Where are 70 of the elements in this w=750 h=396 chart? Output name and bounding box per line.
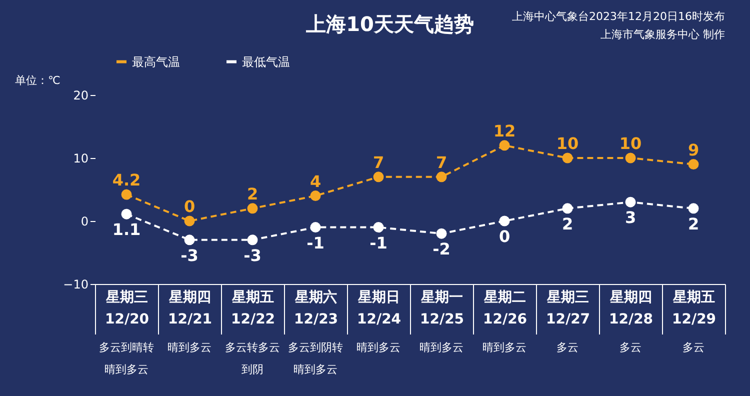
point [499, 216, 510, 226]
y-tick-label: −10 [63, 278, 88, 292]
data-label: 2 [688, 214, 700, 234]
text: 上海市气象服务中心 制作 [600, 28, 725, 41]
point [562, 203, 573, 214]
point [184, 216, 195, 226]
point [121, 208, 132, 220]
point [625, 152, 636, 164]
x-tick-label: 星期五 12/29 [672, 290, 716, 328]
x-tick-label: 星期五 12/22 [230, 290, 276, 328]
x-tick-label: 星期三 12/27 [546, 290, 590, 328]
data-label: 7 [372, 152, 384, 172]
text: 多云到阴转晴到多云 [288, 341, 343, 376]
text: 晴到多云 [356, 341, 400, 354]
point [436, 172, 447, 182]
text: 多云 [620, 341, 642, 354]
point [184, 234, 195, 246]
data-label: -1 [370, 233, 388, 252]
data-label: 0 [184, 197, 196, 216]
text: 晴到多云 [168, 341, 212, 354]
legend-label: 最高气温 [132, 54, 180, 69]
text: 晴到多云 [420, 341, 464, 354]
y-tick-label: 10 [73, 152, 88, 166]
x-tick-label: 星期一 12/25 [420, 290, 464, 328]
point [688, 159, 699, 170]
point [688, 203, 699, 214]
chart-title: 上海10天天气趋势 [305, 12, 474, 36]
x-tick-label: 星期六 12/23 [294, 288, 338, 328]
point [373, 222, 384, 233]
text: 多云转多云到阴 [225, 341, 280, 376]
point [436, 228, 447, 239]
point [373, 172, 384, 182]
point [310, 190, 321, 202]
text: 多云 [682, 341, 704, 354]
data-label: 2 [562, 214, 574, 234]
y-tick-label: 20 [73, 88, 88, 102]
x-tick-label: 星期四 12/28 [608, 290, 654, 328]
data-label: 10 [556, 134, 579, 153]
data-label: 3 [624, 208, 636, 228]
text: 多云 [556, 341, 578, 354]
text: 晴到多云 [482, 341, 526, 354]
point [310, 222, 321, 233]
point [562, 152, 573, 164]
text: 上海中心气象台2023年12月20日16时发布 [512, 10, 725, 23]
legend-label: 最低气温 [242, 54, 290, 69]
x-tick-label: 星期日 12/24 [356, 290, 402, 328]
data-label: -2 [432, 240, 450, 259]
data-label: 0 [498, 227, 510, 246]
text: 多云到晴转晴到多云 [99, 341, 154, 376]
data-label: 7 [436, 152, 448, 172]
y-axis-title: 单位：℃ [15, 74, 60, 87]
point [625, 196, 636, 208]
x-tick-label: 星期四 12/21 [168, 290, 212, 328]
x-tick-label: 星期二 12/26 [482, 290, 528, 328]
point [247, 234, 258, 246]
point [247, 203, 258, 214]
data-label: 2 [246, 184, 258, 204]
y-tick-label: 0 [80, 214, 88, 228]
data-label: 9 [688, 140, 700, 160]
data-label: 4 [310, 172, 322, 191]
data-label: -1 [306, 233, 324, 252]
data-label: 12 [493, 121, 516, 140]
data-label: 4.2 [112, 170, 141, 190]
point [499, 140, 510, 151]
data-label: 10 [619, 134, 642, 153]
point [121, 189, 132, 200]
data-label: -3 [244, 246, 262, 265]
x-tick-label: 星期三 12/20 [104, 290, 150, 328]
data-label: -3 [180, 246, 198, 265]
data-label: 1.1 [112, 220, 141, 240]
